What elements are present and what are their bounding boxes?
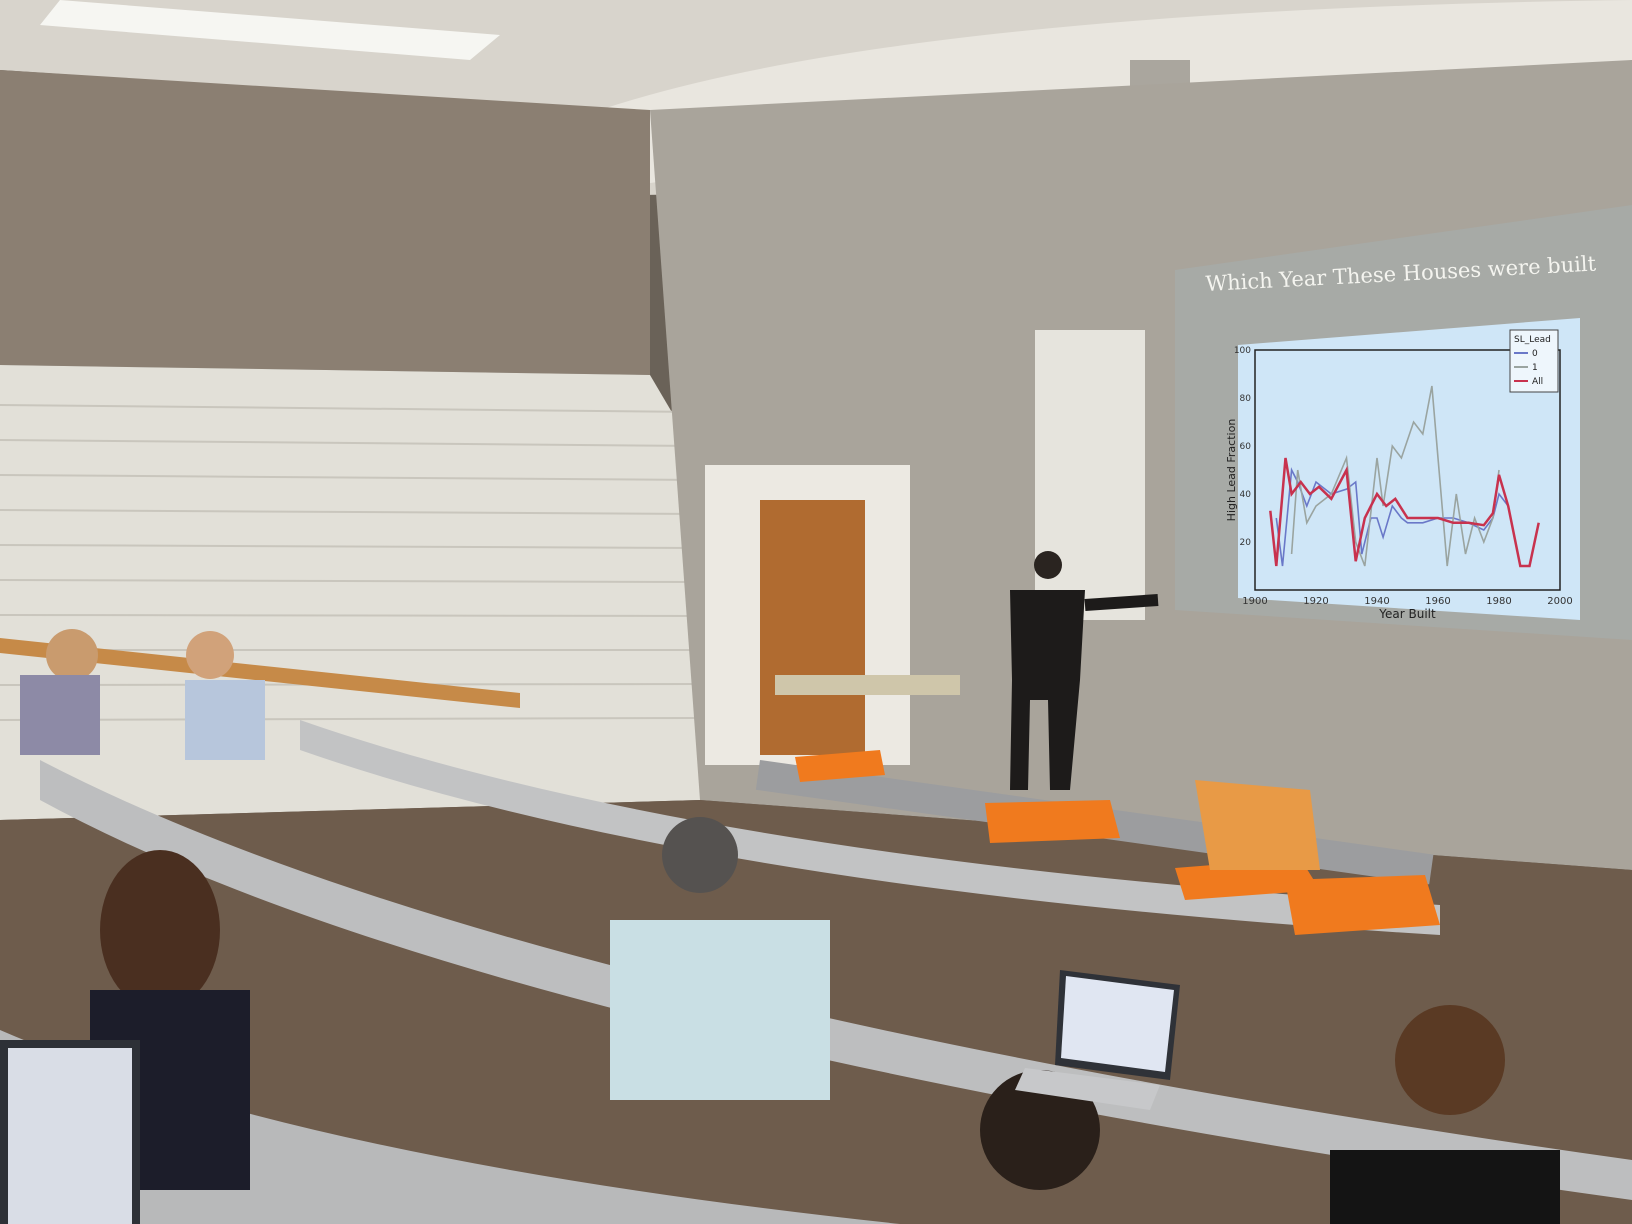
slide-plot-area: [1238, 318, 1580, 620]
plot-frame: [1254, 349, 1561, 591]
series-line-1: [1290, 385, 1500, 567]
x-tick-label: 1980: [1486, 596, 1511, 607]
legend-title: SL_Lead: [1514, 335, 1551, 345]
pizza-box-3-lid: [1195, 780, 1320, 870]
audience: [20, 629, 1560, 1224]
legend-entry: All: [1532, 377, 1543, 387]
y-axis-label: High Lead Fraction: [1225, 419, 1238, 522]
door: [760, 500, 865, 755]
handrail: [0, 638, 520, 708]
legend-entry: 0: [1532, 349, 1538, 359]
series-line-All: [1269, 457, 1540, 568]
x-axis-label: Year Built: [1378, 607, 1436, 621]
block-wall-joints: [0, 404, 701, 721]
pizza-box-2: [985, 800, 1120, 843]
wall-panel-upper: [0, 70, 650, 375]
y-tick-label: 60: [1240, 442, 1252, 452]
laptop-left: [0, 1040, 140, 1224]
y-tick-label: 40: [1240, 490, 1252, 500]
projected-chart: 1900 1920 1940 1960 1980 2000 20 40 60 80 100 Year …: [1225, 329, 1573, 621]
x-tick-label: 1960: [1425, 596, 1450, 607]
y-tick-label: 80: [1240, 394, 1252, 404]
y-tick-label: 100: [1234, 346, 1251, 356]
laptop-center: [1015, 970, 1180, 1110]
x-tick-label: 1900: [1242, 596, 1267, 607]
speaker: [1010, 551, 1159, 790]
ceiling-light: [40, 0, 500, 60]
x-tick-label: 1920: [1303, 596, 1328, 607]
y-tick-label: 20: [1240, 538, 1252, 548]
lectern: [775, 675, 960, 695]
pizza-box-4: [1285, 875, 1440, 935]
x-tick-label: 2000: [1547, 596, 1572, 607]
legend-entry: 1: [1532, 363, 1538, 373]
x-tick-label: 1940: [1364, 596, 1389, 607]
pizza-box-1: [795, 750, 885, 782]
